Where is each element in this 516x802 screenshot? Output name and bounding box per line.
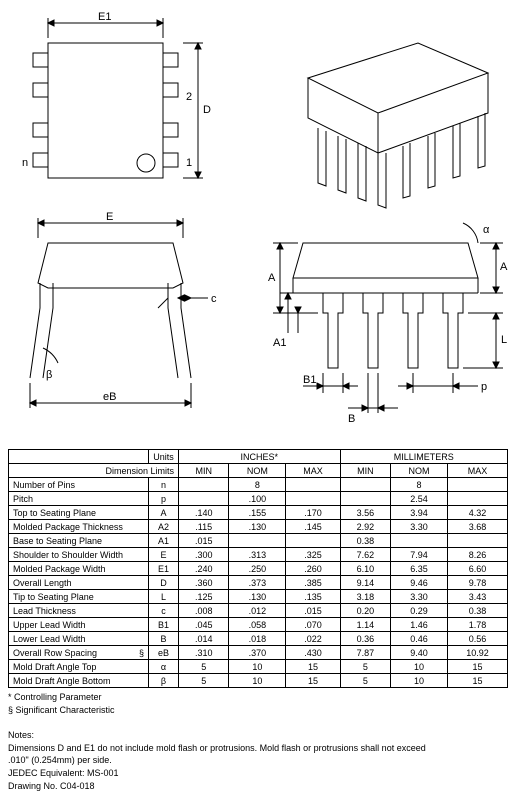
table-row: Upper Lead WidthB1.045.058.0701.141.461.… bbox=[9, 618, 508, 632]
svg-text:A2: A2 bbox=[500, 261, 508, 273]
table-row: Molded Package WidthE1.240.250.2606.106.… bbox=[9, 562, 508, 576]
note-l3: JEDEC Equivalent: MS-001 bbox=[8, 768, 508, 780]
table-row: Pitchp.1002.54 bbox=[9, 492, 508, 506]
table-row: Lead Thicknessc.008.012.0150.200.290.38 bbox=[9, 604, 508, 618]
svg-text:E1: E1 bbox=[98, 11, 111, 23]
svg-text:eB: eB bbox=[103, 391, 116, 403]
table-row: Top to Seating PlaneA.140.155.1703.563.9… bbox=[9, 506, 508, 520]
top-view: E1 D 2 1 n bbox=[22, 11, 211, 178]
svg-text:1: 1 bbox=[186, 157, 192, 169]
svg-text:p: p bbox=[481, 381, 487, 393]
svg-text:D: D bbox=[203, 104, 211, 116]
mm-header: MILLIMETERS bbox=[340, 450, 507, 464]
table-row: Number of Pinsn88 bbox=[9, 478, 508, 492]
svg-text:β: β bbox=[46, 369, 52, 381]
svg-text:B1: B1 bbox=[303, 374, 316, 386]
dim-limits-header: Dimension Limits bbox=[9, 464, 179, 478]
note-l4: Drawing No. C04-018 bbox=[8, 781, 508, 793]
svg-text:L: L bbox=[501, 334, 507, 346]
table-row: Lower Lead WidthB.014.018.0220.360.460.5… bbox=[9, 632, 508, 646]
svg-text:A: A bbox=[268, 272, 276, 284]
side-view: α A A1 A2 bbox=[268, 223, 508, 425]
dimensions-table: Units INCHES* MILLIMETERS Dimension Limi… bbox=[8, 449, 508, 688]
notes-heading: Notes: bbox=[8, 730, 508, 742]
note-l1: Dimensions D and E1 do not include mold … bbox=[8, 743, 508, 755]
svg-text:α: α bbox=[483, 224, 490, 236]
note-l2: .010" (0.254mm) per side. bbox=[8, 755, 508, 767]
package-diagrams: E1 D 2 1 n E bbox=[8, 8, 508, 438]
inches-header: INCHES* bbox=[179, 450, 341, 464]
table-row: Overall LengthD.360.373.3859.149.469.78 bbox=[9, 576, 508, 590]
end-view: E c β eB bbox=[30, 211, 217, 408]
svg-text:2: 2 bbox=[186, 91, 192, 103]
svg-text:E: E bbox=[106, 211, 113, 223]
svg-text:c: c bbox=[211, 293, 217, 305]
notes-block: * Controlling Parameter § Significant Ch… bbox=[8, 692, 508, 793]
units-header: Units bbox=[149, 450, 179, 464]
svg-text:n: n bbox=[22, 157, 28, 169]
table-row: Shoulder to Shoulder WidthE.300.313.3257… bbox=[9, 548, 508, 562]
iso-view bbox=[308, 43, 488, 208]
table-row: Mold Draft Angle Topα5101551015 bbox=[9, 660, 508, 674]
svg-text:A1: A1 bbox=[273, 337, 286, 349]
svg-text:B: B bbox=[348, 413, 355, 425]
table-row: Base to Seating PlaneA1.0150.38 bbox=[9, 534, 508, 548]
table-row: Mold Draft Angle Bottomβ5101551015 bbox=[9, 674, 508, 688]
note-section: § Significant Characteristic bbox=[8, 705, 508, 717]
table-row: Molded Package ThicknessA2.115.130.1452.… bbox=[9, 520, 508, 534]
table-row: Overall Row Spacing§eB.310.370.4307.879.… bbox=[9, 646, 508, 660]
table-row: Tip to Seating PlaneL.125.130.1353.183.3… bbox=[9, 590, 508, 604]
